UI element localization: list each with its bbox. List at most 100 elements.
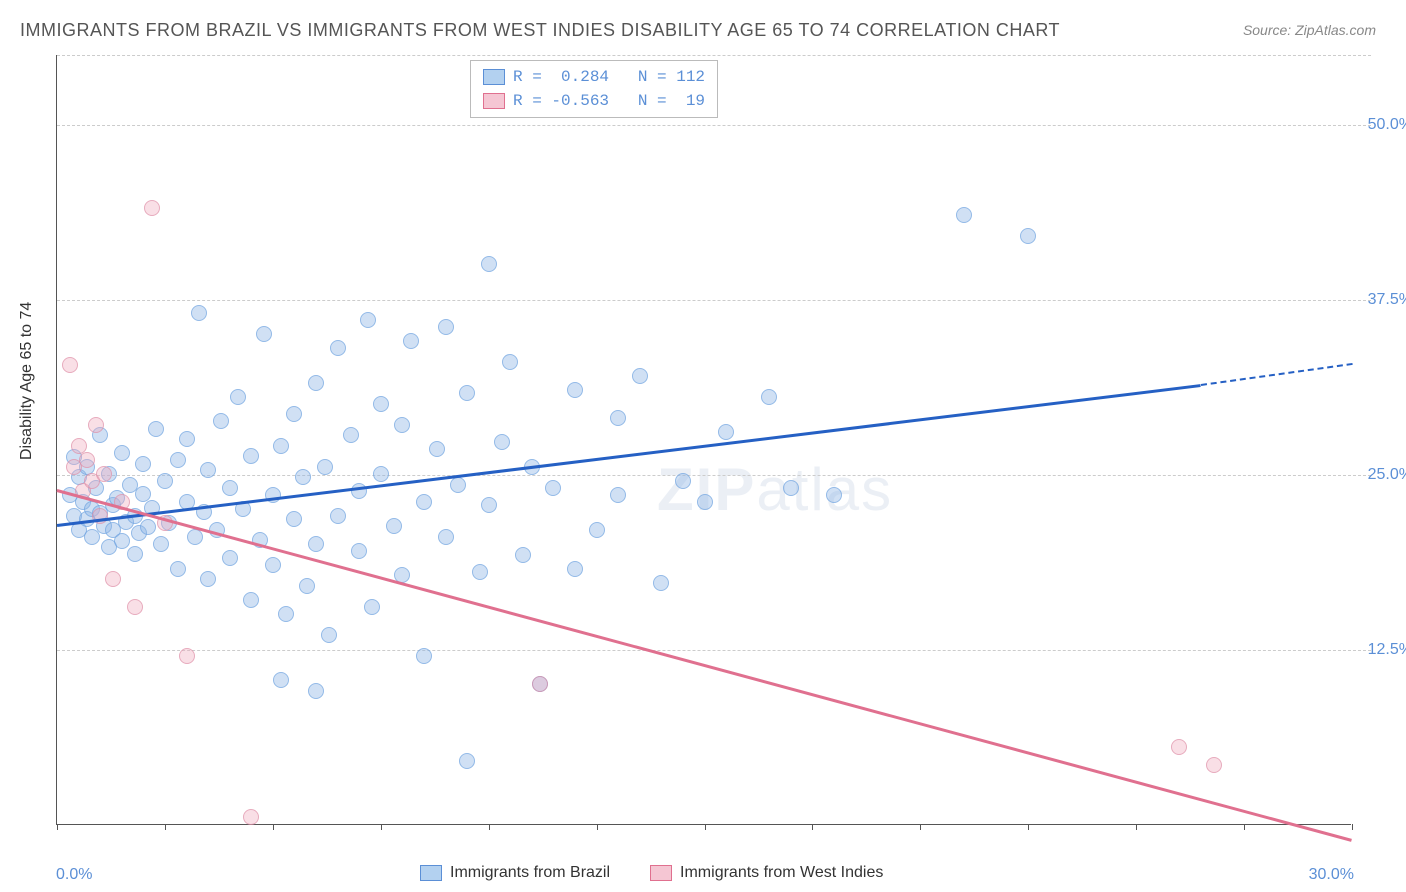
data-point <box>330 508 346 524</box>
data-point <box>718 424 734 440</box>
data-point <box>96 466 112 482</box>
legend-stat-text: R = 0.284 N = 112 <box>513 65 705 89</box>
data-point <box>191 305 207 321</box>
data-point <box>438 529 454 545</box>
legend-swatch <box>483 93 505 109</box>
data-point <box>472 564 488 580</box>
data-point <box>360 312 376 328</box>
x-tick <box>381 824 382 830</box>
source-label: Source: ZipAtlas.com <box>1243 22 1376 38</box>
x-tick <box>705 824 706 830</box>
data-point <box>364 599 380 615</box>
data-point <box>783 480 799 496</box>
legend-item: Immigrants from West Indies <box>650 864 883 882</box>
y-axis-label: Disability Age 65 to 74 <box>18 302 36 460</box>
gridline <box>57 125 1371 126</box>
legend-label: Immigrants from West Indies <box>680 864 883 882</box>
data-point <box>278 606 294 622</box>
data-point <box>532 676 548 692</box>
data-point <box>179 648 195 664</box>
data-point <box>114 445 130 461</box>
data-point <box>295 469 311 485</box>
data-point <box>135 456 151 472</box>
gridline <box>57 300 1371 301</box>
data-point <box>243 592 259 608</box>
data-point <box>403 333 419 349</box>
data-point <box>481 256 497 272</box>
x-tick <box>597 824 598 830</box>
data-point <box>386 518 402 534</box>
y-tick-label: 12.5% <box>1368 641 1406 659</box>
data-point <box>632 368 648 384</box>
legend-label: Immigrants from Brazil <box>450 864 610 882</box>
x-tick <box>1244 824 1245 830</box>
x-tick <box>1136 824 1137 830</box>
data-point <box>1171 739 1187 755</box>
gridline <box>57 650 1371 651</box>
x-tick <box>1028 824 1029 830</box>
data-point <box>286 511 302 527</box>
data-point <box>653 575 669 591</box>
y-tick-label: 25.0% <box>1368 466 1406 484</box>
trend-line <box>57 489 1353 841</box>
data-point <box>157 473 173 489</box>
data-point <box>956 207 972 223</box>
data-point <box>494 434 510 450</box>
data-point <box>140 519 156 535</box>
trend-line <box>1201 363 1352 386</box>
data-point <box>256 326 272 342</box>
x-tick <box>812 824 813 830</box>
data-point <box>62 357 78 373</box>
gridline <box>57 475 1371 476</box>
legend-stat-row: R = 0.284 N = 112 <box>483 65 705 89</box>
data-point <box>308 683 324 699</box>
data-point <box>373 466 389 482</box>
data-point <box>1020 228 1036 244</box>
data-point <box>416 648 432 664</box>
data-point <box>697 494 713 510</box>
data-point <box>567 382 583 398</box>
data-point <box>213 413 229 429</box>
data-point <box>286 406 302 422</box>
y-tick-label: 50.0% <box>1368 116 1406 134</box>
data-point <box>179 431 195 447</box>
data-point <box>265 557 281 573</box>
legend-swatch <box>420 865 442 881</box>
data-point <box>144 200 160 216</box>
trend-line <box>57 384 1201 526</box>
data-point <box>114 533 130 549</box>
data-point <box>88 417 104 433</box>
data-point <box>273 438 289 454</box>
data-point <box>567 561 583 577</box>
data-point <box>230 389 246 405</box>
data-point <box>459 753 475 769</box>
data-point <box>200 462 216 478</box>
legend-stat-text: R = -0.563 N = 19 <box>513 89 705 113</box>
data-point <box>675 473 691 489</box>
data-point <box>243 448 259 464</box>
data-point <box>610 487 626 503</box>
data-point <box>84 529 100 545</box>
data-point <box>299 578 315 594</box>
legend-bottom: Immigrants from Brazil Immigrants from We… <box>420 864 883 882</box>
data-point <box>222 480 238 496</box>
data-point <box>105 571 121 587</box>
x-tick <box>920 824 921 830</box>
data-point <box>416 494 432 510</box>
data-point <box>317 459 333 475</box>
x-tick <box>57 824 58 830</box>
x-tick <box>273 824 274 830</box>
data-point <box>127 546 143 562</box>
data-point <box>373 396 389 412</box>
data-point <box>459 385 475 401</box>
data-point <box>545 480 561 496</box>
chart-plot-area: ZIPatlas 12.5%25.0%37.5%50.0% <box>56 55 1351 825</box>
data-point <box>343 427 359 443</box>
watermark: ZIPatlas <box>657 455 893 524</box>
chart-title: IMMIGRANTS FROM BRAZIL VS IMMIGRANTS FRO… <box>20 20 1060 41</box>
data-point <box>79 452 95 468</box>
data-point <box>308 375 324 391</box>
data-point <box>502 354 518 370</box>
legend-item: Immigrants from Brazil <box>420 864 610 882</box>
data-point <box>127 599 143 615</box>
